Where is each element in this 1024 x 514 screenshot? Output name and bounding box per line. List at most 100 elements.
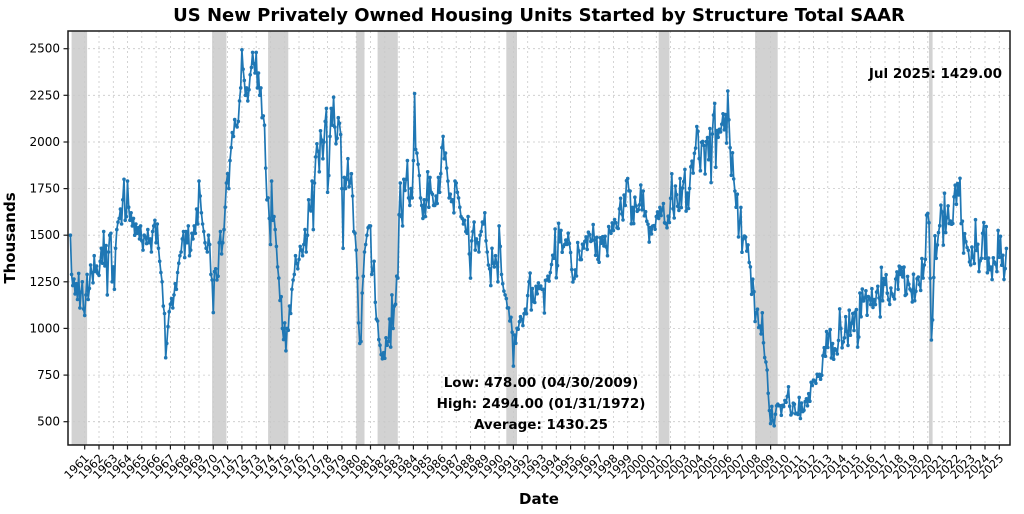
data-point-marker: [595, 235, 599, 240]
data-point-marker: [961, 251, 966, 255]
data-point-marker: [204, 246, 208, 251]
data-point-marker: [616, 226, 620, 231]
data-point-marker: [423, 214, 428, 219]
recession-band: [71, 31, 88, 445]
data-point-marker: [936, 230, 941, 235]
data-point-marker: [585, 247, 589, 252]
data-point-marker: [487, 267, 492, 271]
data-point-marker: [569, 267, 574, 272]
data-point-marker: [197, 179, 201, 183]
data-point-marker: [405, 158, 410, 163]
data-point-marker: [356, 321, 361, 325]
data-point-marker: [329, 106, 334, 111]
data-point-marker: [846, 343, 850, 348]
data-point-marker: [271, 218, 275, 223]
data-point-marker: [190, 231, 194, 236]
data-point-marker: [759, 332, 763, 336]
data-point-marker: [194, 207, 199, 211]
data-point-marker: [169, 296, 174, 301]
data-point-marker: [867, 296, 872, 301]
data-point-marker: [131, 216, 136, 221]
data-point-marker: [765, 368, 769, 372]
data-point-marker: [808, 399, 812, 404]
data-point-marker: [228, 158, 232, 163]
data-point-marker: [641, 189, 645, 193]
data-point-marker: [222, 227, 226, 232]
data-point-marker: [247, 87, 251, 92]
data-point-marker: [591, 222, 595, 227]
data-point-marker: [1002, 277, 1006, 282]
data-point-marker: [178, 253, 182, 258]
data-point-marker: [722, 128, 726, 132]
data-point-marker: [213, 267, 218, 271]
data-point-marker: [304, 250, 309, 254]
data-point-marker: [135, 231, 139, 236]
data-point-marker: [254, 50, 258, 55]
data-point-marker: [625, 176, 630, 181]
data-point-marker: [766, 391, 770, 396]
data-point-marker: [342, 175, 347, 180]
data-point-marker: [922, 263, 927, 267]
data-point-marker: [764, 360, 768, 364]
data-point-marker: [787, 404, 792, 409]
data-point-marker: [490, 246, 494, 251]
data-point-marker: [418, 196, 423, 200]
data-point-marker: [985, 270, 990, 275]
data-point-marker: [770, 404, 774, 409]
data-point-marker: [820, 373, 824, 378]
data-point-marker: [506, 306, 511, 310]
data-point-marker: [180, 237, 185, 241]
data-point-marker: [498, 244, 503, 249]
data-point-marker: [363, 242, 368, 247]
data-point-marker: [292, 272, 297, 277]
recession-bands: [71, 31, 933, 445]
data-point-marker: [219, 252, 224, 256]
data-point-marker: [533, 300, 537, 305]
data-point-marker: [167, 309, 171, 314]
data-point-marker: [579, 257, 584, 262]
data-point-marker: [404, 177, 409, 182]
y-tick-label: 1500: [29, 228, 60, 242]
data-point-marker: [746, 243, 750, 247]
data-point-marker: [633, 195, 637, 199]
data-point-marker: [103, 264, 107, 268]
data-point-marker: [257, 93, 262, 98]
data-point-marker: [896, 287, 900, 292]
data-point-marker: [242, 78, 247, 83]
data-point-marker: [105, 293, 110, 297]
data-point-marker: [447, 196, 451, 200]
data-point-marker: [798, 416, 803, 421]
data-point-marker: [982, 220, 986, 225]
data-point-marker: [673, 184, 678, 188]
data-point-marker: [681, 179, 686, 184]
data-point-marker: [241, 67, 245, 71]
data-point-marker: [678, 176, 682, 181]
data-point-marker: [196, 222, 200, 226]
data-point-marker: [668, 196, 673, 201]
data-point-marker: [322, 140, 326, 144]
data-point-marker: [119, 222, 124, 226]
data-point-marker: [979, 256, 984, 261]
data-point-marker: [79, 290, 83, 294]
data-point-marker: [874, 290, 879, 294]
data-point-marker: [524, 311, 529, 316]
data-point-marker: [224, 181, 229, 185]
data-point-marker: [653, 227, 657, 231]
data-point-marker: [188, 248, 193, 252]
data-point-marker: [664, 221, 668, 226]
data-point-marker: [390, 293, 394, 297]
data-point-marker: [193, 231, 198, 236]
data-point-marker: [917, 282, 922, 287]
data-point-marker: [253, 71, 257, 75]
data-point-marker: [581, 246, 586, 250]
data-point-marker: [335, 136, 339, 140]
data-point-marker: [754, 311, 759, 315]
data-point-marker: [157, 259, 162, 264]
data-point-marker: [278, 298, 282, 303]
data-point-marker: [546, 274, 550, 279]
data-point-marker: [252, 61, 256, 66]
data-point-marker: [202, 229, 206, 234]
data-point-marker: [413, 147, 418, 152]
data-point-marker: [171, 306, 175, 310]
data-point-marker: [952, 195, 956, 199]
